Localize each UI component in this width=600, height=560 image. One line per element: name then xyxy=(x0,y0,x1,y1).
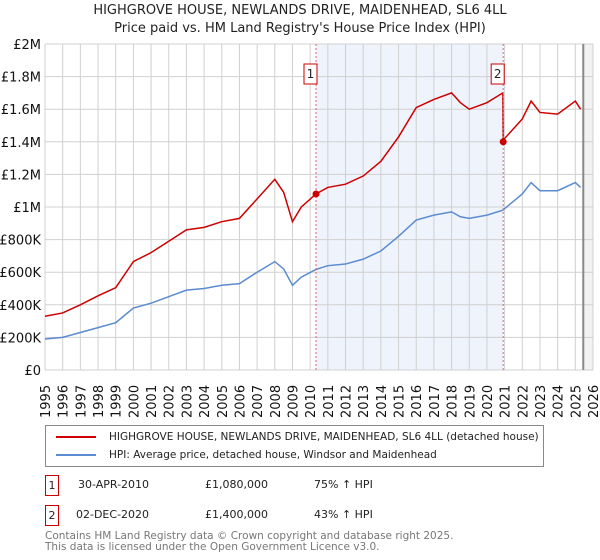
sale-hpi: 75% ↑ HPI xyxy=(314,478,373,491)
sale-price: £1,400,000 xyxy=(205,508,268,521)
x-tick-label: 2004 xyxy=(198,385,213,418)
y-tick-label: £1.6M xyxy=(1,103,41,118)
legend-label-property: HIGHGROVE HOUSE, NEWLANDS DRIVE, MAIDENH… xyxy=(109,431,539,443)
sale-point xyxy=(312,190,320,198)
x-tick-label: 1998 xyxy=(92,385,107,418)
x-tick-label: 2009 xyxy=(286,385,301,418)
legend-swatch-hpi xyxy=(56,454,96,456)
y-tick-label: £200K xyxy=(0,331,41,346)
x-tick-label: 2010 xyxy=(304,385,319,418)
x-tick-label: 2005 xyxy=(216,385,231,418)
x-tick-label: 2024 xyxy=(552,385,567,418)
x-tick-label: 2000 xyxy=(127,385,142,418)
chart-subtitle: Price paid vs. HM Land Registry's House … xyxy=(114,21,486,36)
sale-label-box xyxy=(490,63,505,85)
legend: HIGHGROVE HOUSE, NEWLANDS DRIVE, MAIDENH… xyxy=(45,425,544,467)
x-tick-label: 1996 xyxy=(57,385,72,418)
y-tick-label: £1.8M xyxy=(1,71,41,86)
x-tick-label: 2013 xyxy=(357,385,372,418)
footer-line: This data is licensed under the Open Gov… xyxy=(45,541,380,553)
x-tick-label: 2008 xyxy=(269,385,284,418)
y-tick-label: £1.4M xyxy=(1,136,41,151)
x-tick-label: 2023 xyxy=(534,385,549,418)
x-tick-label: 1997 xyxy=(74,385,89,418)
x-tick-label: 1999 xyxy=(110,385,125,418)
x-tick-label: 2007 xyxy=(251,385,266,418)
x-tick-label: 2014 xyxy=(375,385,390,418)
x-tick-label: 2011 xyxy=(322,385,337,418)
x-tick-label: 2022 xyxy=(516,385,531,418)
x-tick-label: 2025 xyxy=(569,385,584,418)
x-tick-label: 2026 xyxy=(587,385,600,418)
x-tick-label: 2020 xyxy=(481,385,496,418)
footer-line: Contains HM Land Registry data © Crown c… xyxy=(45,530,454,542)
sale-date: 30-APR-2010 xyxy=(78,478,150,491)
sale-hpi: 43% ↑ HPI xyxy=(314,508,373,521)
y-tick-label: £2M xyxy=(13,38,41,53)
sale-marker-2: 2 xyxy=(45,505,59,526)
legend-label-hpi: HPI: Average price, detached house, Wind… xyxy=(109,449,437,461)
chart-title: HIGHGROVE HOUSE, NEWLANDS DRIVE, MAIDENH… xyxy=(93,3,507,18)
x-tick-label: 2016 xyxy=(410,385,425,418)
x-tick-label: 2018 xyxy=(446,385,461,418)
sale-date: 02-DEC-2020 xyxy=(76,508,150,521)
x-tick-label: 2006 xyxy=(233,385,248,418)
x-tick-label: 2001 xyxy=(145,385,160,418)
footer: Contains HM Land Registry data © Crown c… xyxy=(45,531,453,553)
sale-label: 1 xyxy=(307,67,315,81)
sale-price: £1,080,000 xyxy=(205,478,268,491)
y-tick-label: £1.2M xyxy=(1,168,41,183)
x-tick-label: 1995 xyxy=(39,385,54,418)
sale-point xyxy=(499,138,507,146)
y-tick-label: £800K xyxy=(0,234,41,249)
y-tick-label: £400K xyxy=(0,299,41,314)
x-tick-label: 2019 xyxy=(463,385,478,418)
x-tick-label: 2021 xyxy=(499,385,514,418)
x-tick-label: 2002 xyxy=(163,385,178,418)
x-tick-label: 2015 xyxy=(393,385,408,418)
series-line-hpi xyxy=(44,181,582,340)
legend-swatch-property xyxy=(56,436,96,438)
x-tick-label: 2012 xyxy=(340,385,355,418)
sale-marker-1: 1 xyxy=(45,475,59,496)
y-tick-label: £0 xyxy=(24,364,41,379)
y-tick-label: £600K xyxy=(0,266,41,281)
x-tick-label: 2017 xyxy=(428,385,443,418)
x-tick-label: 2003 xyxy=(180,385,195,418)
sale-label-box xyxy=(303,63,318,85)
chart: HIGHGROVE HOUSE, NEWLANDS DRIVE, MAIDENH… xyxy=(0,3,600,418)
y-tick-label: £1M xyxy=(13,201,41,216)
sale-label: 2 xyxy=(494,67,502,81)
